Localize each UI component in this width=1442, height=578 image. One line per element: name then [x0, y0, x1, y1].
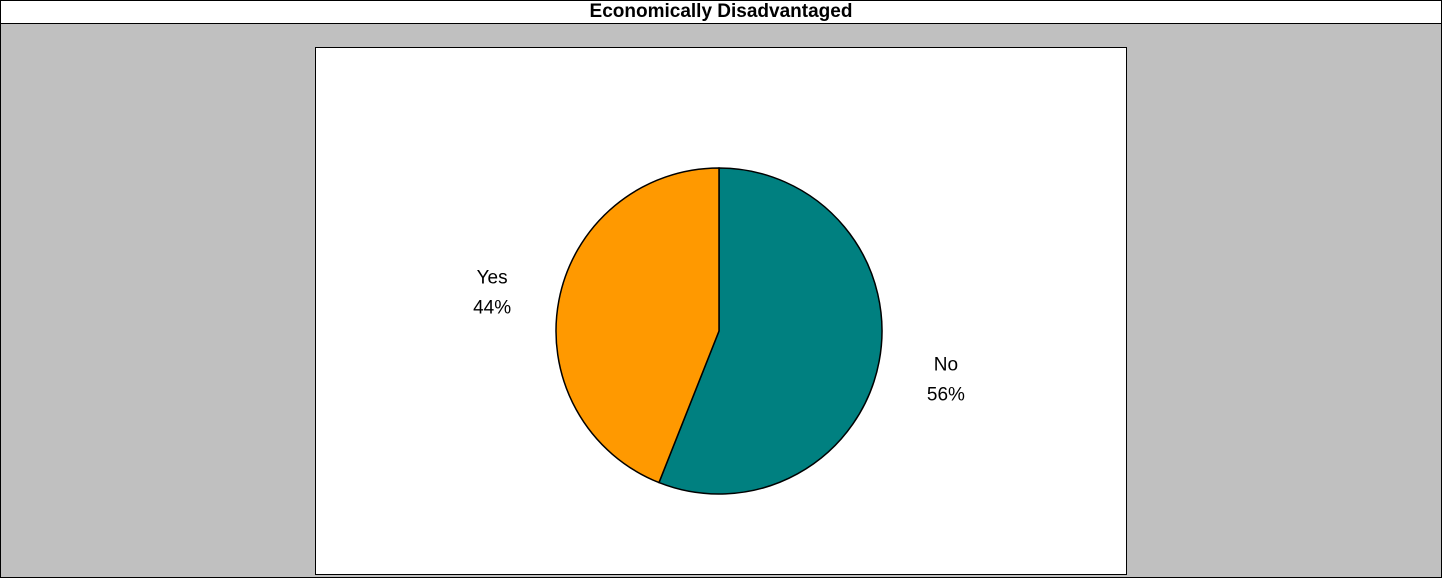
- pie-slice-no: [658, 167, 883, 495]
- chart-title: Economically Disadvantaged: [1, 1, 1441, 24]
- pie-slice-yes: [555, 167, 720, 484]
- slice-label-no: No 56%: [927, 354, 965, 405]
- slice-category-no: No: [934, 354, 958, 375]
- slice-label-yes: Yes 44%: [473, 268, 511, 319]
- slice-percent-no: 56%: [927, 384, 965, 405]
- slice-category-yes: Yes: [477, 268, 508, 289]
- pie-chart: No 56% Yes 44%: [473, 167, 965, 495]
- plot-area: No 56% Yes 44%: [315, 47, 1127, 575]
- slices-layer: [555, 167, 883, 495]
- labels-layer: No 56% Yes 44%: [473, 268, 965, 406]
- slice-percent-yes: 44%: [473, 298, 511, 319]
